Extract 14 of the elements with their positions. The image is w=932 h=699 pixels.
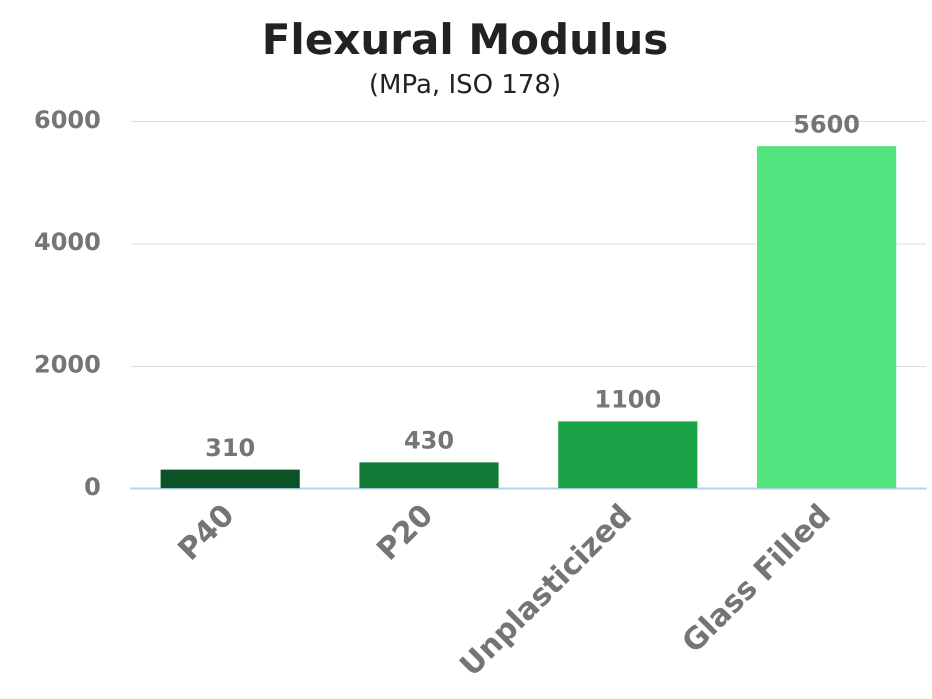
data-label: 5600 [793, 110, 860, 138]
y-tick-label: 4000 [34, 228, 101, 256]
bar [160, 470, 300, 488]
y-tick-label: 2000 [34, 350, 101, 379]
chart-title: Flexural Modulus [262, 15, 668, 64]
bar [558, 421, 698, 488]
y-tick-label: 0 [84, 472, 101, 501]
data-label: 430 [404, 426, 454, 455]
chart-subtitle: (MPa, ISO 178) [368, 70, 562, 100]
bar [359, 462, 499, 488]
data-label: 310 [205, 434, 256, 462]
y-tick-label: 6000 [34, 106, 101, 134]
bar [757, 146, 896, 488]
data-label: 1100 [594, 386, 662, 414]
